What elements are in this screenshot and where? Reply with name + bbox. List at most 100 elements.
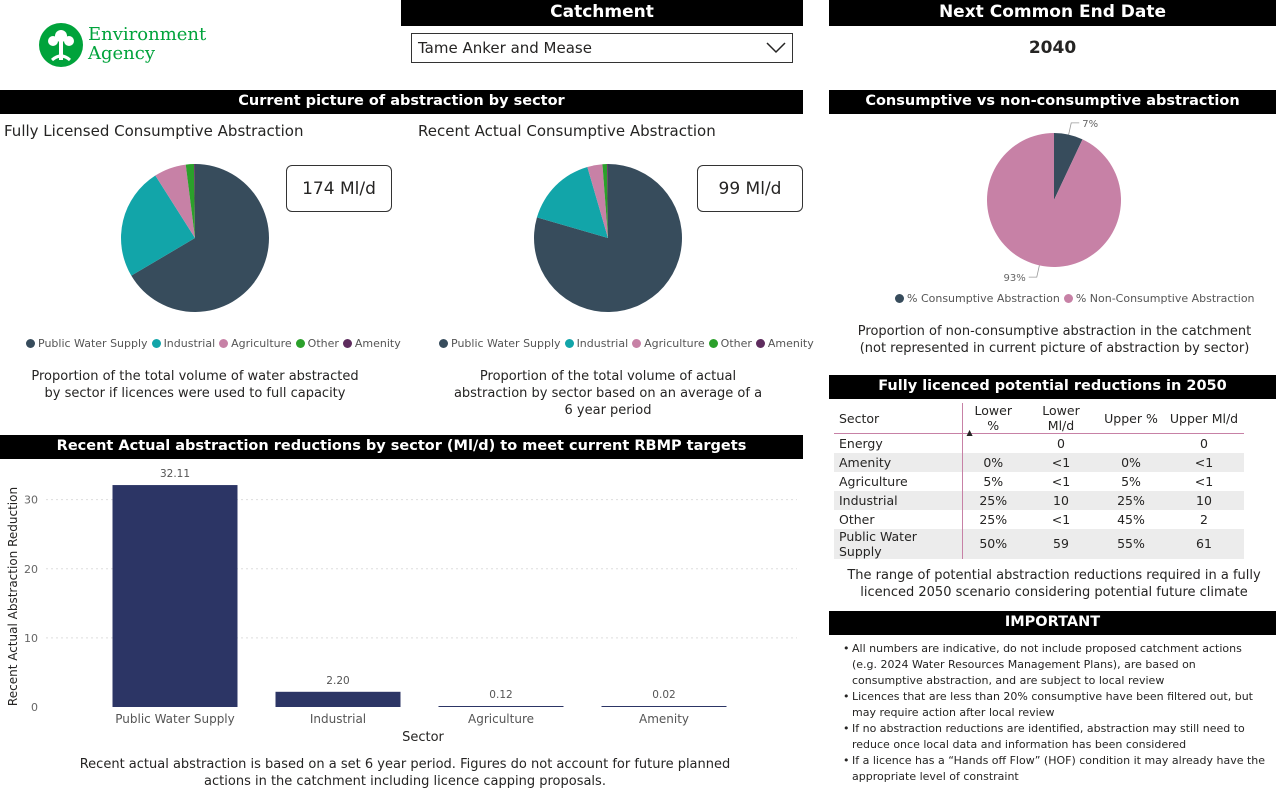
actual-caption: Proportion of the total volume of actual… — [453, 369, 763, 418]
licensed-total-card: 174 Ml/d — [286, 165, 392, 212]
legend-item[interactable]: % Consumptive Abstraction — [895, 292, 1060, 305]
pie-slice-consumptive-abstraction[interactable] — [1054, 133, 1083, 200]
list-item: If a licence has a “Hands off Flow” (HOF… — [843, 753, 1268, 785]
pie-slice-industrial[interactable] — [121, 175, 195, 276]
legend-item[interactable]: Other — [708, 337, 752, 350]
pie-slice-agriculture[interactable] — [587, 164, 608, 238]
pie-slice-public-water-supply[interactable] — [131, 164, 269, 312]
column-header-sector[interactable]: Sector — [834, 403, 963, 434]
y-tick-label: 10 — [24, 632, 38, 645]
catchment-dropdown[interactable]: Tame Anker and Mease — [411, 33, 793, 63]
table-row[interactable]: Energy 0 0 — [834, 433, 1244, 453]
legend-item[interactable]: Industrial — [564, 337, 628, 350]
legend-item[interactable]: Industrial — [151, 337, 215, 350]
bar-value-label: 0.12 — [489, 689, 512, 701]
legend-item[interactable]: Amenity — [342, 337, 401, 350]
pie-leader-line — [1028, 265, 1040, 278]
table-row[interactable]: Agriculture 5% <1 5% <1 — [834, 471, 1244, 491]
legend-dot — [219, 339, 229, 348]
x-tick-label: Agriculture — [468, 712, 534, 726]
licensed-total-value: 174 Ml/d — [302, 178, 376, 199]
logo-text-line1: Environment — [88, 24, 207, 45]
column-header-lower-mld[interactable]: Lower Ml/d — [1042, 403, 1080, 433]
bar-agriculture[interactable] — [438, 706, 564, 707]
legend-dot — [342, 339, 352, 348]
bar-industrial[interactable] — [275, 691, 401, 707]
actual-total-card: 99 Ml/d — [697, 165, 803, 212]
catchment-selected-value: Tame Anker and Mease — [418, 39, 592, 57]
y-tick-label: 0 — [31, 701, 38, 714]
list-item: All numbers are indicative, do not inclu… — [843, 641, 1268, 689]
column-header-upper-mld[interactable]: Upper Ml/d — [1169, 410, 1239, 426]
bar-value-label: 0.02 — [652, 689, 675, 701]
legend-dot — [895, 294, 904, 303]
table-row[interactable]: Industrial 25% 10 25% 10 — [834, 490, 1244, 510]
table-row[interactable]: Amenity 0% <1 0% <1 — [834, 452, 1244, 472]
pie-data-label: 93% — [1004, 273, 1026, 284]
legend-item[interactable]: Agriculture — [632, 337, 705, 350]
legend-item[interactable]: % Non-Consumptive Abstraction — [1063, 292, 1255, 305]
tree-logo-icon — [39, 23, 83, 67]
y-tick-label: 30 — [24, 494, 38, 507]
reductions-caption: The range of potential abstraction reduc… — [847, 568, 1261, 600]
actual-chart-title: Recent Actual Consumptive Abstraction — [418, 122, 716, 140]
consumptive-section-header: Consumptive vs non-consumptive abstracti… — [829, 90, 1276, 114]
sort-ascending-icon: ▲ — [966, 428, 973, 437]
sector-section-header: Current picture of abstraction by sector — [0, 90, 803, 114]
end-date-value: 2040 — [1028, 38, 1077, 58]
consumptive-pie-chart: 7% 93% — [987, 119, 1121, 284]
legend-item[interactable]: Public Water Supply — [439, 337, 561, 350]
legend-dot — [26, 339, 35, 348]
column-header-lower-pct[interactable]: Lower % ▲ — [966, 403, 1012, 437]
legend-dot — [151, 339, 161, 348]
bar-caption: Recent actual abstraction is based on a … — [79, 757, 731, 789]
x-tick-label: Industrial — [310, 712, 366, 726]
consumptive-caption: Proportion of non-consumptive abstractio… — [857, 324, 1252, 356]
reductions-table-wrap: Sector Lower % ▲ Lower Ml/d Upper % Upper… — [834, 403, 1244, 559]
pie-leader-line — [1068, 122, 1080, 135]
column-header-upper-pct[interactable]: Upper % — [1104, 410, 1158, 426]
table-row[interactable]: Public Water Supply 50% 59 55% 61 — [834, 528, 1244, 559]
legend-dot — [1063, 294, 1073, 303]
consumptive-legend: % Consumptive Abstraction % Non-Consumpt… — [895, 292, 1259, 305]
x-tick-label: Public Water Supply — [115, 712, 235, 726]
pie-slice-other[interactable] — [602, 164, 608, 238]
list-item: Licences that are less than 20% consumpt… — [843, 689, 1268, 721]
chevron-down-icon — [766, 42, 786, 54]
environment-agency-logo: Environment Agency — [38, 22, 208, 70]
bar-value-label: 2.20 — [326, 675, 349, 687]
actual-legend: Public Water Supply Industrial Agricultu… — [439, 337, 818, 350]
list-item: If no abstraction reductions are identif… — [843, 721, 1268, 753]
bar-section-header: Recent Actual abstraction reductions by … — [0, 435, 803, 459]
actual-total-value: 99 Ml/d — [718, 178, 782, 199]
y-tick-label: 20 — [24, 563, 38, 576]
x-tick-label: Amenity — [639, 712, 689, 726]
licensed-pie-chart — [121, 164, 269, 312]
pie-slice-other[interactable] — [185, 164, 195, 238]
pie-slice-agriculture[interactable] — [155, 164, 195, 238]
catchment-header: Catchment — [401, 0, 803, 26]
logo-text-line2: Agency — [88, 43, 156, 64]
legend-dot — [632, 339, 642, 348]
reductions-section-header: Fully licenced potential reductions in 2… — [829, 375, 1276, 399]
legend-item[interactable]: Amenity — [755, 337, 814, 350]
legend-item[interactable]: Other — [295, 337, 339, 350]
table-row[interactable]: Other 25% <1 45% 2 — [834, 509, 1244, 529]
y-axis-label: Recent Actual Abstraction Reduction — [6, 487, 20, 706]
pie-slice-non-consumptive-abstraction[interactable] — [987, 133, 1121, 267]
pie-slice-amenity[interactable] — [194, 164, 195, 238]
reductions-table: Sector Lower % ▲ Lower Ml/d Upper % Upper… — [834, 403, 1244, 559]
bar-amenity[interactable] — [601, 706, 727, 707]
bar-public-water-supply[interactable] — [112, 485, 238, 707]
legend-dot — [564, 339, 574, 348]
legend-dot — [755, 339, 765, 348]
legend-dot — [708, 339, 718, 348]
reductions-bar-chart: 0 10 20 30 Recent Actual Abstraction Reducti… — [6, 468, 797, 745]
legend-dot — [295, 339, 305, 348]
legend-item[interactable]: Public Water Supply — [26, 337, 148, 350]
pie-data-label: 7% — [1082, 119, 1098, 130]
pie-slice-amenity[interactable] — [607, 164, 608, 238]
pie-slice-industrial[interactable] — [536, 166, 608, 238]
licensed-legend: Public Water Supply Industrial Agricultu… — [26, 337, 405, 350]
legend-item[interactable]: Agriculture — [219, 337, 292, 350]
